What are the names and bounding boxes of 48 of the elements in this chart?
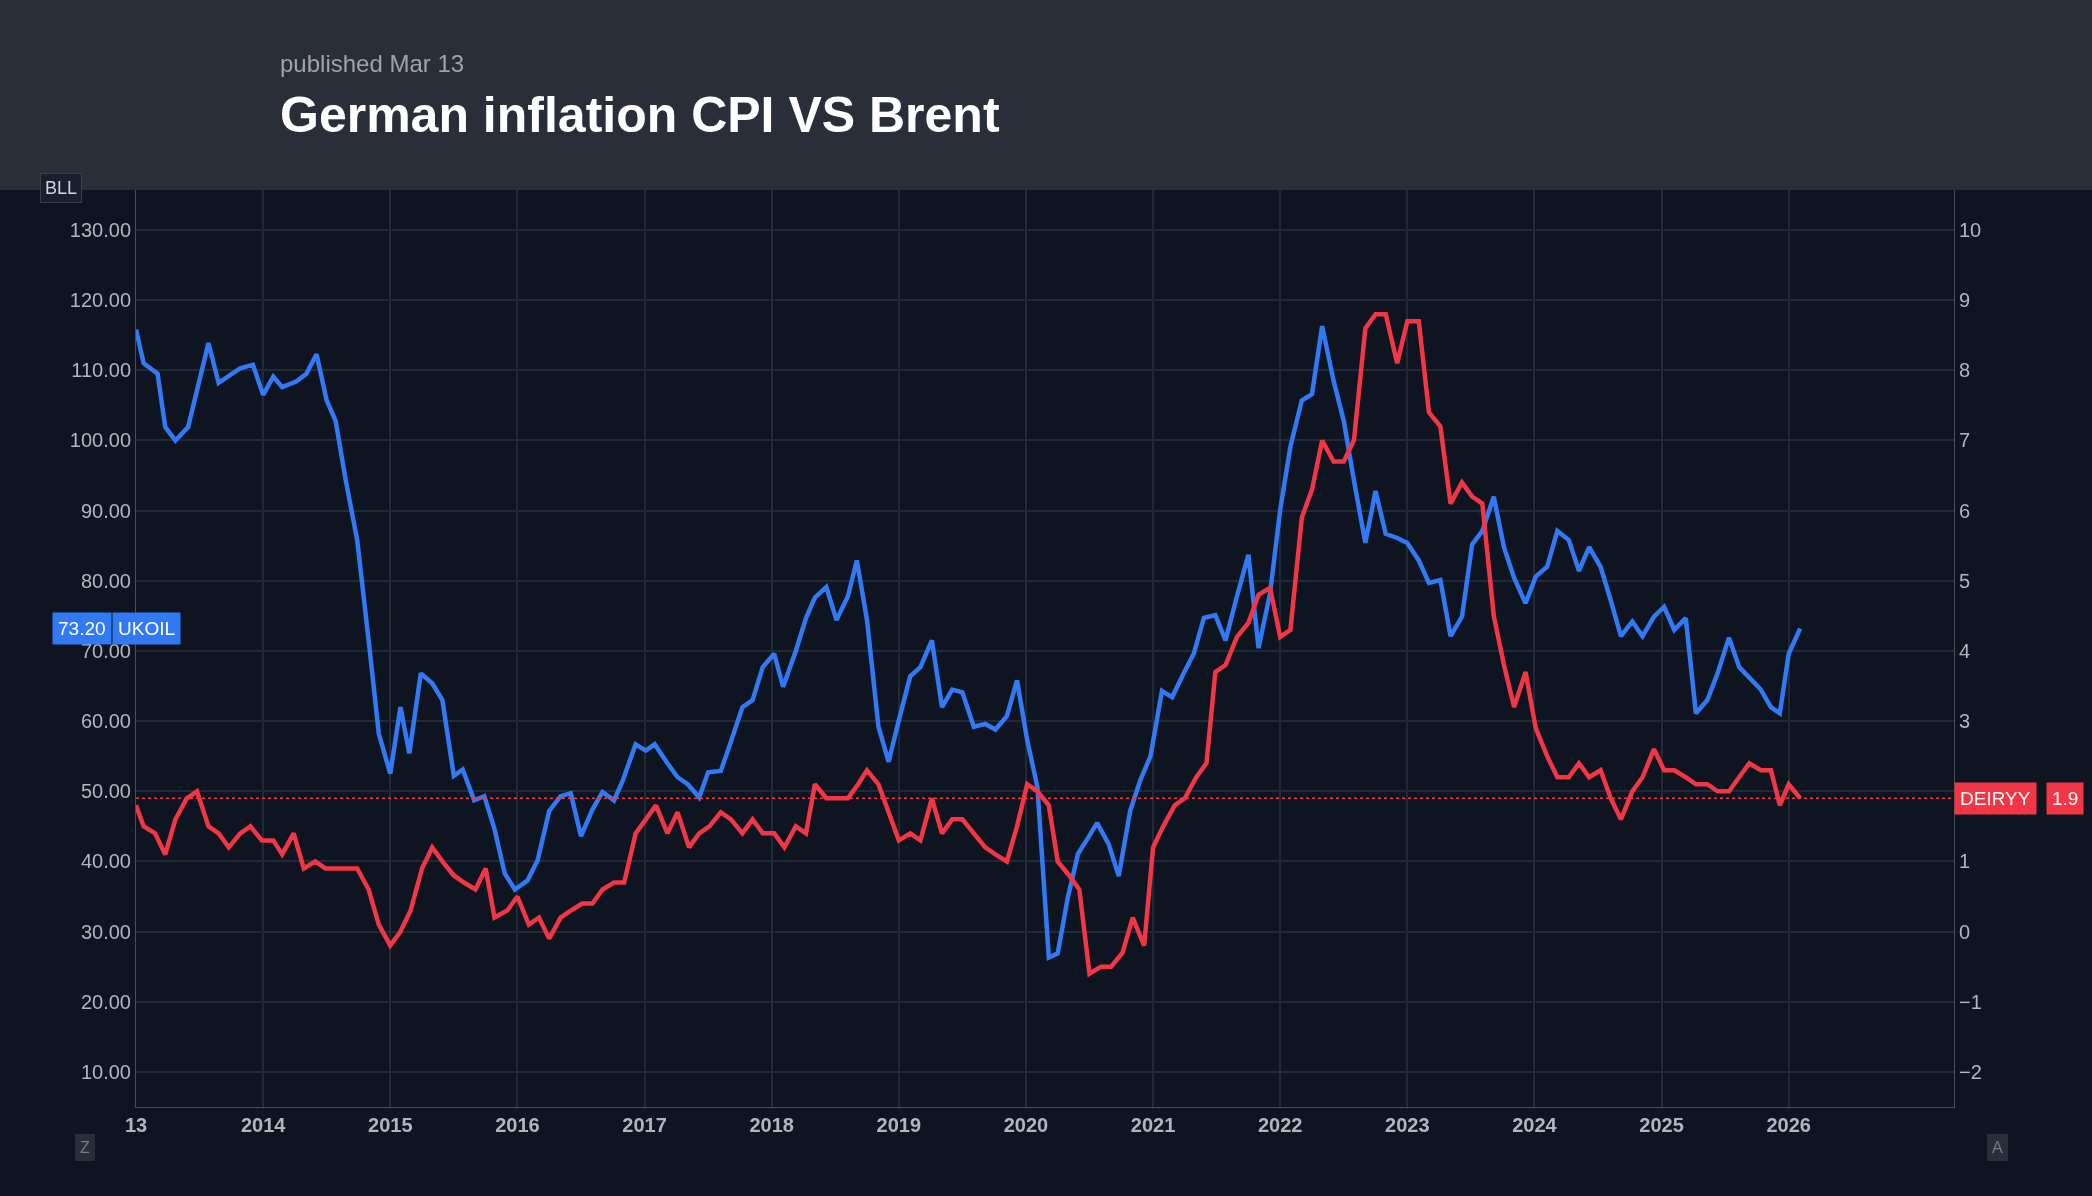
y2-tick-label: 3: [1959, 710, 1971, 733]
x-tick-label: 2021: [1130, 1114, 1176, 1136]
text: DEIRYY: [1960, 788, 2031, 809]
y2-tick-label: −1: [1959, 990, 1982, 1013]
x-tick-label: 2019: [876, 1114, 922, 1136]
y-tick-label: 100.00: [69, 429, 131, 452]
x-tick-label: 2016: [495, 1114, 540, 1136]
y2-tick-label: 4: [1959, 639, 1971, 662]
text: BLL: [45, 178, 78, 198]
text: 1.9: [2052, 788, 2079, 809]
y-tick-label: 30.00: [80, 920, 131, 943]
y-tick-label: 40.00: [80, 850, 131, 873]
y2-tick-label: 9: [1959, 289, 1971, 312]
y-tick-label: 120.00: [69, 289, 131, 312]
text: A: [1992, 1139, 2003, 1156]
x-tick-label: 2014: [240, 1114, 287, 1136]
x-tick-label: 2018: [749, 1114, 794, 1136]
y2-tick-label: −2: [1959, 1060, 1982, 1083]
x-tick-label: 13: [124, 1114, 148, 1136]
x-tick-label: 2023: [1385, 1114, 1430, 1136]
y-tick-label: 130.00: [69, 218, 131, 241]
x-tick-label: 2017: [622, 1114, 667, 1136]
y-tick-label: 10.00: [80, 1060, 131, 1083]
y2-tick-label: 0: [1959, 920, 1971, 943]
chart-subtitle: published Mar 13: [280, 50, 465, 77]
y-tick-label: 110.00: [71, 359, 131, 382]
y-tick-label: 20.00: [80, 990, 131, 1013]
text: Z: [80, 1139, 90, 1156]
legend-label: UKOIL: [118, 618, 176, 639]
x-tick-label: 2022: [1257, 1114, 1303, 1136]
y2-tick-label: 8: [1959, 359, 1971, 382]
y2-tick-label: 6: [1959, 499, 1971, 522]
x-tick-label: 2026: [1766, 1114, 1811, 1136]
y-tick-label: 80.00: [80, 569, 131, 592]
chart-title: German inflation CPI VS Brent: [280, 87, 1000, 143]
y-tick-label: 70.00: [80, 639, 131, 662]
x-tick-label: 2015: [368, 1114, 413, 1136]
text: 73.20: [58, 618, 106, 639]
y-tick-label: 90.00: [80, 499, 131, 522]
y-tick-label: 50.00: [80, 780, 131, 803]
x-tick-label: 2020: [1003, 1114, 1049, 1136]
y2-tick-label: 7: [1959, 429, 1971, 452]
y2-tick-label: 5: [1959, 569, 1971, 592]
y2-tick-label: 10: [1959, 218, 1982, 241]
x-tick-label: 2024: [1512, 1114, 1558, 1136]
x-tick-label: 2025: [1639, 1114, 1684, 1136]
y2-tick-label: 1: [1959, 850, 1971, 873]
y-tick-label: 60.00: [80, 710, 131, 733]
